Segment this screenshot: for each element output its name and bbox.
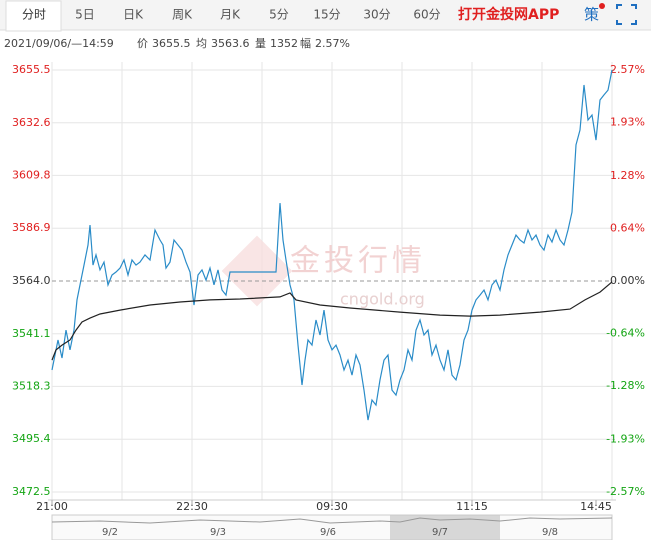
x-tick-label: 21:00	[36, 500, 68, 513]
tab[interactable]: 30分	[363, 8, 390, 22]
y2-tick-label: 2.57%	[610, 63, 645, 76]
info-text: 2.57%	[315, 37, 350, 50]
y2-tick-label: -2.57%	[606, 485, 645, 498]
x-tick-label: 14:45	[580, 500, 612, 513]
y-tick-label: 3564.0	[12, 274, 51, 287]
tab[interactable]: 月K	[220, 8, 241, 22]
navigator-label: 9/2	[102, 527, 118, 538]
navigator-line	[51, 517, 613, 524]
navigator-label: 9/6	[320, 527, 336, 538]
y2-tick-label: -1.28%	[606, 379, 645, 392]
info-text: 均	[196, 37, 207, 50]
y-tick-label: 3518.3	[12, 379, 51, 392]
info-text: 量	[255, 37, 266, 50]
x-tick-label: 11:15	[456, 500, 488, 513]
y2-tick-label: -0.64%	[606, 327, 645, 340]
navigator-label: 9/8	[542, 527, 558, 538]
tab[interactable]: 分时	[22, 8, 46, 22]
info-text: 2021/09/06/—14:59	[4, 37, 114, 50]
info-text: 价	[137, 37, 148, 50]
y-tick-label: 3632.6	[12, 116, 51, 129]
navigator-label: 9/3	[210, 527, 226, 538]
active-tab-bg	[5, 0, 62, 32]
x-tick-label: 09:30	[316, 500, 348, 513]
y-tick-label: 3609.8	[12, 168, 51, 181]
badge	[599, 3, 605, 9]
watermark-url: cngold.org	[340, 290, 425, 309]
y-tick-label: 3495.4	[12, 432, 51, 445]
strategy-button[interactable]: 策	[584, 6, 599, 24]
navigator-label: 9/7	[432, 527, 448, 538]
y-tick-label: 3472.5	[12, 485, 51, 498]
y2-tick-label: 1.93%	[610, 116, 645, 129]
y-tick-label: 3655.5	[12, 63, 51, 76]
watermark: 金投行情	[290, 244, 426, 279]
navigator-window[interactable]	[390, 515, 500, 540]
info-text: 3655.5	[152, 37, 191, 50]
y2-tick-label: 1.28%	[610, 169, 645, 182]
app-button[interactable]: 打开金投网APP	[458, 6, 559, 23]
watermark-logo	[221, 235, 293, 307]
tab-bar	[0, 0, 651, 30]
info-text: 3563.6	[211, 37, 250, 50]
tab[interactable]: 日K	[123, 8, 144, 22]
y2-tick-label: 0.64%	[610, 221, 645, 234]
y2-tick-label: -1.93%	[606, 432, 645, 445]
tab[interactable]: 5分	[269, 8, 289, 22]
y2-tick-label: 0.00%	[610, 274, 645, 287]
series-line	[51, 69, 613, 421]
y-tick-label: 3541.1	[12, 327, 51, 340]
fullscreen-button[interactable]	[616, 4, 637, 25]
tab[interactable]: 15分	[313, 8, 340, 22]
y-tick-label: 3586.9	[12, 221, 51, 234]
tab[interactable]: 60分	[413, 8, 440, 22]
x-tick-label: 22:30	[176, 500, 208, 513]
info-text: 幅	[300, 37, 311, 50]
info-text: 1352	[270, 37, 298, 50]
tab[interactable]: 5日	[75, 8, 95, 22]
series-line	[51, 281, 613, 361]
tab[interactable]: 周K	[172, 8, 193, 22]
